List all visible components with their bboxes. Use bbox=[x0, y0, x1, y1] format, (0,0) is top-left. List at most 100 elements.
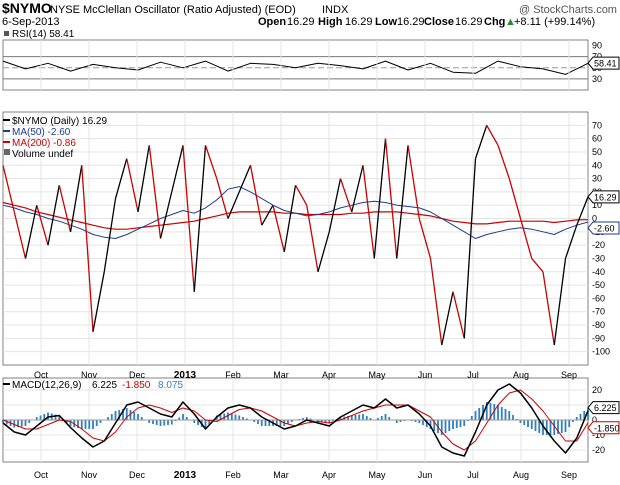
macd-hist-bar bbox=[575, 417, 578, 420]
macd-hist-bar bbox=[527, 420, 529, 427]
macd-hist-bar bbox=[557, 420, 559, 434]
x-tick-label-price: May bbox=[368, 370, 386, 380]
rsi-legend-swatch bbox=[4, 31, 9, 36]
x-tick-label-price: Dec bbox=[129, 370, 146, 380]
price-segment bbox=[2, 165, 15, 213]
price-segment bbox=[204, 145, 218, 179]
x-tick-label-macd: Sep bbox=[561, 470, 577, 480]
ma50-value-tag-text: -2.60 bbox=[594, 223, 615, 233]
macd-hist-bar bbox=[182, 414, 184, 420]
macd-hist-bar bbox=[159, 420, 162, 426]
price-segment bbox=[261, 204, 274, 226]
x-tick-label-macd: Aug bbox=[513, 470, 529, 480]
macd-hist-bar bbox=[320, 420, 323, 422]
x-axis: Oct Oct Nov Nov Dec Dec 2013 2013 Feb Feb Mar Mar Ap… bbox=[34, 370, 577, 481]
chg-arrow-icon: ▲ bbox=[505, 16, 516, 28]
price-segment bbox=[126, 158, 139, 213]
macd-hist-bar bbox=[587, 407, 589, 420]
price-segment bbox=[508, 178, 522, 219]
price-segment bbox=[429, 258, 443, 346]
price-tick-label: 60 bbox=[592, 134, 602, 144]
x-tick-label-price: Jul bbox=[467, 370, 479, 380]
open-label: Open bbox=[258, 16, 286, 28]
macd-hist-bar bbox=[118, 410, 121, 420]
x-tick-label-price: Sep bbox=[561, 370, 577, 380]
rsi-value-tag-box bbox=[587, 56, 620, 70]
macd-hist-bar bbox=[133, 412, 136, 420]
macd-hist-bar bbox=[425, 420, 428, 427]
macd-hist-bar bbox=[287, 420, 289, 424]
price-tick-label: -50 bbox=[592, 280, 605, 290]
macd-hist-bar bbox=[227, 412, 229, 420]
macd-hist-bar bbox=[309, 418, 312, 420]
volume-legend-swatch bbox=[4, 149, 10, 155]
price-legend: $NYMO (Daily) 16.29 MA(50) -2.60 MA(200)… bbox=[3, 116, 107, 160]
x-tick-label-price: Oct bbox=[34, 370, 49, 380]
price-segment bbox=[497, 145, 510, 179]
macd-legend-hist: 8.075 bbox=[158, 380, 183, 391]
price-segment bbox=[564, 224, 578, 259]
macd-hist-bar bbox=[328, 420, 331, 423]
macd-hist-bar bbox=[512, 415, 514, 420]
price-tick-label: 0 bbox=[592, 214, 597, 224]
macd-hist-bar bbox=[324, 420, 327, 423]
price-segment bbox=[148, 145, 162, 239]
price-tick-label: -100 bbox=[592, 347, 610, 357]
ma200-line bbox=[2, 201, 589, 230]
price-segment bbox=[519, 218, 533, 259]
price-segment bbox=[396, 145, 409, 259]
macd-hist-bar bbox=[523, 420, 526, 425]
price-segment bbox=[159, 191, 173, 239]
price-tick-label: -40 bbox=[592, 267, 605, 277]
macd-hist-bar bbox=[84, 420, 87, 429]
price-segment bbox=[182, 145, 195, 292]
macd-hist-bar bbox=[545, 420, 548, 435]
macd-hist-bar bbox=[137, 414, 139, 420]
macd-hist-bar bbox=[148, 420, 151, 423]
low-value: 16.29 bbox=[397, 16, 425, 28]
macd-legend-prefix: MACD(12,26,9) bbox=[12, 380, 81, 391]
price-segment bbox=[294, 184, 308, 206]
macd-hist-bar bbox=[470, 416, 473, 420]
macd-hist-bar bbox=[369, 418, 372, 420]
price-segment bbox=[283, 185, 297, 252]
macd-hist-bar bbox=[553, 420, 556, 435]
macd-hist-bar bbox=[13, 420, 16, 428]
ma200-legend-text: MA(200) -0.86 bbox=[12, 138, 76, 149]
price-tick-label: 40 bbox=[592, 160, 602, 170]
price-value-tag: 16.29 bbox=[587, 190, 620, 204]
x-tick-label-price: Nov bbox=[81, 370, 98, 380]
macd-hist-bar bbox=[290, 420, 293, 422]
date-label: 6-Sep-2013 bbox=[2, 16, 60, 28]
price-segment bbox=[137, 145, 150, 212]
price-tick-label: -30 bbox=[592, 253, 605, 263]
price-segment bbox=[69, 165, 83, 232]
x-tick-label-macd: Nov bbox=[81, 470, 98, 480]
macd-hist-bar bbox=[347, 416, 349, 420]
macd-hist-bar bbox=[88, 420, 91, 429]
macd-hist-bar bbox=[24, 420, 27, 426]
price-segment bbox=[407, 145, 420, 219]
price-segment bbox=[306, 205, 319, 272]
macd-hist-bar bbox=[17, 420, 19, 427]
macd-hist-bar bbox=[245, 418, 248, 420]
price-segment bbox=[531, 258, 544, 273]
macd-hist-bar bbox=[414, 420, 417, 422]
macd-hist-bar bbox=[69, 420, 72, 426]
macd-hist-bar bbox=[95, 420, 98, 426]
price-segment bbox=[36, 205, 49, 246]
rsi-legend: RSI(14) 58.41 bbox=[4, 29, 75, 40]
rsi-value-tag-text: 58.41 bbox=[594, 59, 617, 69]
price-segment bbox=[13, 211, 27, 259]
price-segment bbox=[576, 196, 589, 226]
macd-hist-bar bbox=[339, 417, 342, 420]
macd-hist-bar bbox=[508, 411, 511, 420]
price-segment bbox=[463, 158, 477, 339]
macd-hist-bar bbox=[80, 420, 83, 429]
price-segment bbox=[418, 218, 432, 259]
macd-hist-bar bbox=[178, 417, 181, 420]
macd-line bbox=[2, 383, 589, 457]
x-tick-label-macd: Apr bbox=[322, 470, 336, 480]
price-tick-label: -20 bbox=[592, 240, 605, 250]
macd-hist-bar bbox=[77, 420, 79, 428]
